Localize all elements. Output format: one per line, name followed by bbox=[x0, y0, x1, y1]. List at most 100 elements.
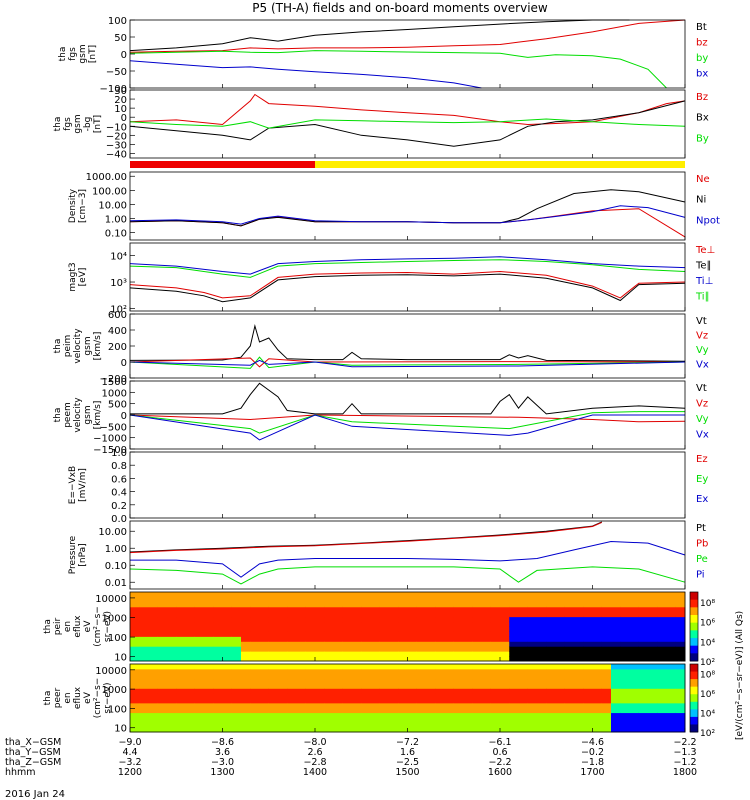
spectrogram-cell bbox=[379, 651, 390, 657]
spectrogram-cell bbox=[352, 722, 362, 728]
spectrogram-cell bbox=[629, 727, 640, 733]
spectrogram-cell bbox=[287, 616, 297, 623]
spectrogram-cell bbox=[370, 673, 381, 680]
spectrogram-cell bbox=[287, 698, 297, 704]
spectrogram-cell bbox=[130, 707, 140, 714]
spectrogram-cell bbox=[204, 636, 214, 642]
spectrogram-cell bbox=[370, 646, 381, 652]
ylabel-line: tha bbox=[43, 619, 53, 634]
spectrogram-cell bbox=[574, 631, 584, 637]
spectrogram-cell bbox=[324, 693, 334, 699]
spectrogram-cell bbox=[222, 592, 233, 598]
spectrogram-cell bbox=[296, 636, 307, 642]
spectrogram-cell bbox=[601, 707, 612, 714]
spectrogram-cell bbox=[213, 717, 223, 723]
spectrogram-cell bbox=[620, 698, 630, 704]
ylabel-line: eV bbox=[83, 620, 93, 633]
spectrogram-cell bbox=[361, 683, 371, 689]
spectrogram-cell bbox=[611, 601, 621, 608]
spectrogram-cell bbox=[231, 698, 242, 704]
y-tick-label: −20 bbox=[106, 131, 127, 142]
spectrogram-cell bbox=[611, 698, 621, 704]
panel8-series-pt bbox=[129, 521, 603, 553]
spectrogram-cell bbox=[500, 596, 510, 603]
spectrogram-cell bbox=[315, 707, 325, 714]
panel1-series-by bbox=[129, 50, 667, 89]
spectrogram-cell bbox=[361, 693, 371, 699]
spectrogram-cell bbox=[472, 678, 482, 684]
legend-bx: Bx bbox=[696, 113, 709, 124]
spectrogram-cell bbox=[657, 611, 667, 618]
spectrogram-cell bbox=[148, 722, 159, 728]
spectrogram-cell bbox=[629, 596, 640, 603]
spectrogram-cell bbox=[194, 592, 205, 598]
spectrogram-cell bbox=[463, 646, 473, 652]
spectrogram-cell bbox=[305, 688, 316, 694]
spectrogram-cell bbox=[176, 616, 186, 623]
spectrogram-cell bbox=[444, 606, 455, 613]
spectrogram-cell bbox=[167, 693, 177, 699]
spectrogram-cell bbox=[157, 673, 168, 680]
spectrogram-cell bbox=[213, 668, 223, 675]
spectrogram-cell bbox=[601, 688, 612, 694]
spectrogram-cell bbox=[231, 651, 242, 657]
spectrogram-cell bbox=[389, 668, 399, 675]
spectrogram-cell bbox=[315, 616, 325, 623]
spectrogram-cell bbox=[157, 616, 168, 623]
spectrogram-cell bbox=[176, 707, 186, 714]
spectrogram-cell bbox=[555, 621, 566, 627]
colorbar-segment bbox=[690, 694, 698, 703]
spectrogram-cell bbox=[518, 656, 529, 662]
spectrogram-cell bbox=[546, 668, 556, 675]
spectrogram-cell bbox=[583, 693, 593, 699]
spectrogram-cell bbox=[370, 693, 381, 699]
spectrogram-cell bbox=[185, 707, 196, 714]
spectrogram-cell bbox=[666, 673, 677, 680]
spectrogram-cell bbox=[490, 616, 501, 623]
spectrogram-cell bbox=[407, 606, 418, 613]
spectrogram-cell bbox=[139, 664, 149, 670]
spectrogram-cell bbox=[342, 683, 353, 689]
spectrogram-cell bbox=[611, 636, 621, 642]
spectrogram-cell bbox=[555, 631, 566, 637]
spectrogram-cell bbox=[426, 631, 436, 637]
spectrogram-cell bbox=[213, 707, 223, 714]
colorbar-segment bbox=[690, 709, 698, 718]
spectrogram-cell bbox=[167, 668, 177, 675]
ylabel-line: eV bbox=[83, 691, 93, 704]
spectrogram-cell bbox=[537, 611, 547, 618]
spectrogram-cell bbox=[167, 688, 177, 694]
spectrogram-cell bbox=[648, 698, 658, 704]
spectrogram-cell bbox=[435, 592, 445, 598]
spectrogram-cell bbox=[204, 601, 214, 608]
spectrogram-cell bbox=[157, 707, 168, 714]
spectrogram-cell bbox=[231, 611, 242, 618]
spectrogram-cell bbox=[611, 664, 621, 670]
spectrogram-cell bbox=[157, 596, 168, 603]
spectrogram-cell bbox=[509, 712, 519, 718]
spectrogram-cell bbox=[333, 656, 344, 662]
spectrogram-cell bbox=[527, 727, 538, 733]
spectrogram-cell bbox=[444, 668, 455, 675]
spectrogram-cell bbox=[629, 646, 640, 652]
spectrogram-cell bbox=[500, 712, 510, 718]
spectrogram-cell bbox=[361, 664, 371, 670]
x-tick-label: 2.6 bbox=[307, 747, 322, 758]
spectrogram-cell bbox=[222, 664, 233, 670]
spectrogram-cell bbox=[268, 651, 279, 657]
spectrogram-cell bbox=[583, 636, 593, 642]
spectrogram-cell bbox=[638, 673, 649, 680]
spectrogram-cell bbox=[241, 707, 251, 714]
spectrogram-cell bbox=[546, 683, 556, 689]
spectrogram-cell bbox=[130, 698, 140, 704]
spectrogram-cell bbox=[333, 698, 344, 704]
spectrogram-cell bbox=[564, 688, 575, 694]
spectrogram-cell bbox=[139, 717, 149, 723]
spectrogram-cell bbox=[666, 656, 677, 662]
spectrogram-cell bbox=[389, 688, 399, 694]
spectrogram-cell bbox=[231, 707, 242, 714]
spectrogram-cell bbox=[324, 698, 334, 704]
spectrogram-cell bbox=[176, 717, 186, 723]
spectrogram-cell bbox=[675, 688, 686, 694]
spectrogram-cell bbox=[555, 727, 566, 733]
